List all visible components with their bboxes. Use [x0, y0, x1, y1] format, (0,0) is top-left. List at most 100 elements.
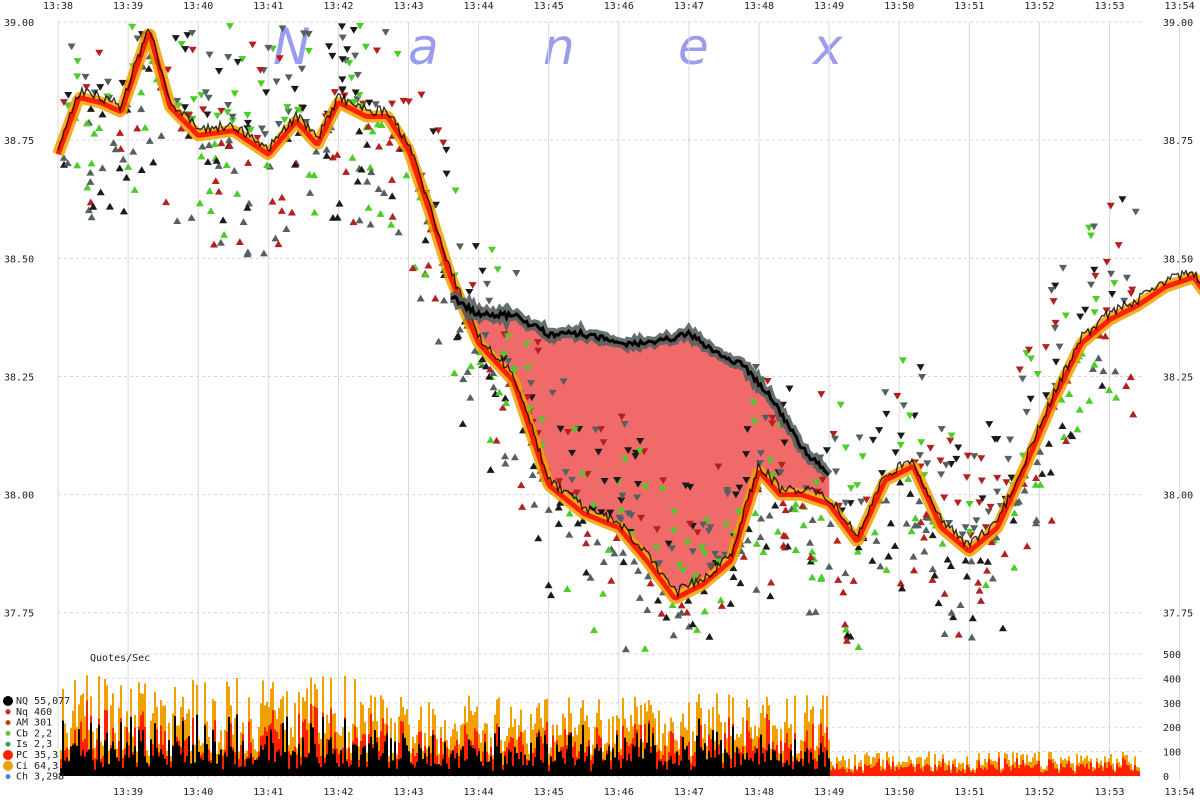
volume-bar-nq: [622, 758, 624, 776]
volume-bar-nq: [562, 758, 564, 776]
volume-bar-nq: [92, 760, 94, 776]
quote-marker-down: [399, 97, 408, 105]
volume-bar-pc: [542, 743, 544, 776]
volume-bar-pc: [1138, 771, 1140, 776]
quote-marker-up: [947, 608, 956, 616]
quote-marker-down: [875, 427, 884, 434]
quote-marker-up: [458, 420, 467, 427]
volume-bar-nq: [150, 739, 152, 776]
quote-marker-up: [1088, 365, 1097, 372]
volume-bar-nq: [612, 748, 614, 776]
quote-marker-down: [946, 437, 955, 445]
quote-marker-down: [735, 484, 744, 492]
quote-marker-up: [604, 546, 613, 553]
quote-marker-down: [304, 47, 313, 55]
volume-bar-pc: [280, 723, 282, 776]
volume-bar-pc: [564, 729, 566, 776]
quote-marker-down: [963, 452, 972, 460]
quote-marker-down: [67, 43, 76, 51]
quote-marker-up: [310, 208, 319, 216]
quote-marker-down: [96, 84, 105, 91]
volume-bar-nq: [682, 736, 684, 776]
volume-bar-ci: [882, 759, 884, 776]
quote-marker-up: [981, 581, 990, 588]
quote-marker-up: [225, 136, 234, 144]
volume-bar-nq: [260, 745, 262, 776]
volume-bar-nq: [640, 738, 642, 776]
y-tick-label-right: 37.75: [1163, 609, 1193, 620]
volume-bar-nq: [580, 744, 582, 776]
quote-marker-up: [105, 202, 114, 210]
quote-marker-down: [355, 92, 364, 99]
quote-marker-down: [280, 116, 289, 124]
quote-marker-up: [940, 589, 949, 597]
volume-bar-pc: [960, 771, 962, 776]
volume-bar-nq: [676, 751, 678, 776]
quote-marker-up: [974, 578, 983, 586]
quote-marker-down: [478, 267, 487, 275]
x-tick-label-top: 13:46: [604, 1, 634, 12]
volume-bar-nq: [526, 765, 528, 776]
quote-marker-down: [230, 90, 239, 98]
volume-bar-nq: [388, 767, 390, 776]
quote-marker-up: [988, 574, 997, 582]
volume-bar-nq: [342, 763, 344, 776]
quote-marker-up: [896, 579, 905, 587]
quote-marker-down: [205, 51, 214, 59]
volume-bar-pc: [1022, 760, 1024, 776]
quote-marker-down: [1127, 290, 1136, 298]
volume-bar-pc: [552, 735, 554, 776]
quote-marker-down: [1049, 298, 1058, 305]
quote-marker-up: [914, 521, 923, 529]
volume-bar-pc: [540, 736, 542, 776]
volume-bar-ci: [662, 733, 664, 776]
quote-marker-up: [1009, 516, 1018, 524]
quote-marker-down: [675, 562, 684, 569]
quote-marker-up: [353, 177, 362, 185]
volume-bar-ci: [408, 724, 410, 776]
quote-marker-up: [621, 645, 630, 653]
volume-bar-nq: [732, 726, 734, 776]
volume-bar-nq: [784, 762, 786, 776]
volume-bar-ci: [872, 756, 874, 776]
volume-bar-ci: [324, 733, 326, 776]
volume-bar-nq: [98, 724, 100, 776]
volume-bar-nq: [378, 759, 380, 776]
quote-marker-up: [961, 556, 970, 564]
quote-marker-down: [523, 341, 532, 349]
quote-marker-up: [956, 601, 965, 609]
quote-marker-up: [122, 173, 131, 181]
quote-marker-down: [1110, 280, 1119, 287]
quote-marker-up: [1094, 354, 1103, 362]
quote-marker-down: [812, 479, 821, 487]
quote-marker-up: [743, 536, 752, 544]
volume-bar-nq: [404, 737, 406, 776]
x-tick-label-bottom: 13:40: [183, 787, 213, 798]
volume-bar-pc: [966, 764, 968, 776]
quote-marker-down: [349, 27, 358, 34]
quote-marker-down: [704, 527, 713, 535]
volume-bar-nq: [332, 753, 334, 776]
x-tick-label-top: 13:45: [534, 1, 564, 12]
quote-marker-up: [1112, 393, 1121, 401]
quote-marker-down: [722, 521, 731, 529]
quote-marker-down: [1051, 319, 1060, 327]
quote-marker-up: [245, 199, 254, 207]
quote-marker-down: [669, 527, 678, 535]
quote-marker-up: [898, 584, 907, 592]
volume-bar-pc: [1010, 770, 1012, 776]
quote-marker-up: [87, 159, 96, 167]
quote-marker-down: [683, 539, 692, 546]
quote-marker-up: [291, 160, 300, 168]
volume-bar-nq: [358, 767, 360, 776]
quote-marker-down: [104, 78, 113, 86]
quote-marker-up: [1014, 497, 1023, 505]
volume-bar-nq: [822, 752, 824, 776]
quote-marker-up: [1105, 386, 1114, 394]
volume-bar-nq: [110, 748, 112, 776]
volume-bar-nq: [450, 754, 452, 776]
volume-bar-ci: [802, 741, 804, 776]
quote-marker-up: [853, 547, 862, 555]
quote-marker-down: [616, 507, 625, 515]
x-tick-label-bottom: 13:44: [464, 787, 494, 798]
